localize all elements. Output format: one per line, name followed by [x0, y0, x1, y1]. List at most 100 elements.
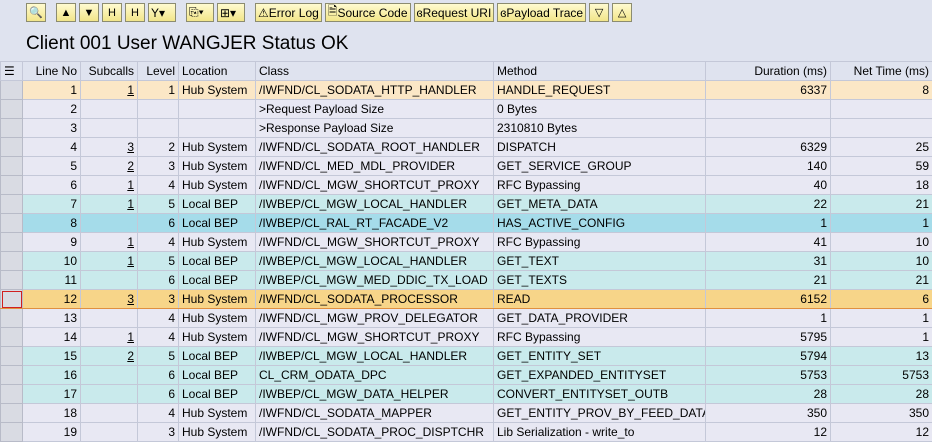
subcalls-cell[interactable]: 3	[81, 138, 138, 157]
subcalls-cell[interactable]: 1	[81, 195, 138, 214]
subcalls[interactable]: 1	[127, 178, 134, 192]
col-method[interactable]: Method	[494, 62, 706, 81]
col-subcalls[interactable]: Subcalls	[81, 62, 138, 81]
row-selector-cell[interactable]	[1, 138, 23, 157]
subcalls[interactable]: 1	[127, 254, 134, 268]
row-selector-cell[interactable]	[1, 81, 23, 100]
row-selector-cell[interactable]	[1, 385, 23, 404]
row-selector-cell[interactable]	[1, 157, 23, 176]
expand-button[interactable]: ▽	[589, 3, 609, 22]
subcalls-cell[interactable]: 2	[81, 347, 138, 366]
net-time-cell: 25	[831, 138, 932, 157]
row-selector-cell[interactable]	[1, 100, 23, 119]
print-button[interactable]: ▲	[56, 3, 76, 22]
row-selector-cell[interactable]	[1, 214, 23, 233]
col-location[interactable]: Location	[179, 62, 256, 81]
location-cell: Hub System	[179, 309, 256, 328]
net-time: 21	[916, 197, 929, 211]
row-selector-cell[interactable]	[1, 366, 23, 385]
trace-table: ☰ Line No Subcalls Level Location Class …	[0, 61, 932, 442]
subcalls-cell[interactable]	[81, 309, 138, 328]
row-selector-cell[interactable]	[1, 271, 23, 290]
subcalls-cell[interactable]	[81, 100, 138, 119]
collapse-button[interactable]: △	[612, 3, 632, 22]
subcalls-cell[interactable]	[81, 404, 138, 423]
subcalls[interactable]: 1	[127, 197, 134, 211]
error-log-button[interactable]: ⚠Error Log	[255, 3, 322, 22]
row-selector-cell[interactable]	[1, 233, 23, 252]
row-selector-cell[interactable]	[1, 176, 23, 195]
col-level[interactable]: Level	[138, 62, 179, 81]
column-settings-button[interactable]: ☰	[1, 62, 23, 81]
subcalls-cell[interactable]: 2	[81, 157, 138, 176]
row-selector-cell[interactable]	[1, 328, 23, 347]
subcalls[interactable]: 1	[127, 235, 134, 249]
filter-dropdown-button[interactable]: Y▾	[148, 3, 176, 22]
subcalls[interactable]: 3	[127, 292, 134, 306]
subcalls-cell[interactable]	[81, 423, 138, 442]
class: /IWFND/CL_MGW_PROV_DELEGATOR	[259, 311, 478, 325]
row-selector-cell[interactable]	[1, 195, 23, 214]
col-net-time[interactable]: Net Time (ms)	[831, 62, 932, 81]
subcalls[interactable]: 2	[127, 349, 134, 363]
source-code-button[interactable]: 🗎Source Code	[325, 3, 411, 22]
subcalls[interactable]: 3	[127, 140, 134, 154]
find-button[interactable]: H	[102, 3, 122, 22]
details-button[interactable]: 🔍	[26, 3, 46, 22]
net-time-cell	[831, 100, 932, 119]
row-selector-cell[interactable]	[1, 347, 23, 366]
subcalls-cell[interactable]: 1	[81, 176, 138, 195]
method-cell: RFC Bypassing	[494, 176, 706, 195]
export-button[interactable]: ⎘▾	[186, 3, 214, 22]
row-selector-cell[interactable]	[1, 309, 23, 328]
subcalls-cell[interactable]: 1	[81, 328, 138, 347]
col-duration[interactable]: Duration (ms)	[706, 62, 831, 81]
subcalls[interactable]: 2	[127, 159, 134, 173]
subcalls-cell[interactable]	[81, 271, 138, 290]
level: 4	[168, 178, 175, 192]
row-selector-cell[interactable]	[1, 252, 23, 271]
row-selector-cell[interactable]	[1, 404, 23, 423]
subcalls-cell[interactable]	[81, 385, 138, 404]
row-selector-cell[interactable]	[1, 290, 23, 309]
subcalls-cell[interactable]: 3	[81, 290, 138, 309]
subcalls[interactable]: 1	[127, 83, 134, 97]
row-selector-cell[interactable]	[1, 119, 23, 138]
layout-button[interactable]: ⊞▾	[217, 3, 245, 22]
subcalls-cell[interactable]: 1	[81, 233, 138, 252]
col-class[interactable]: Class	[256, 62, 494, 81]
find-next-button[interactable]: H	[125, 3, 145, 22]
line-no: 12	[64, 292, 77, 306]
subcalls-cell[interactable]: 1	[81, 252, 138, 271]
line-no: 6	[70, 178, 77, 192]
filter-button[interactable]: ▼	[79, 3, 99, 22]
col-line-no[interactable]: Line No	[23, 62, 81, 81]
subcalls-cell[interactable]	[81, 119, 138, 138]
row-selector-cell[interactable]	[1, 423, 23, 442]
subcalls-cell[interactable]	[81, 366, 138, 385]
subcalls[interactable]: 1	[127, 330, 134, 344]
subcalls-cell[interactable]: 1	[81, 81, 138, 100]
subcalls-cell[interactable]	[81, 214, 138, 233]
